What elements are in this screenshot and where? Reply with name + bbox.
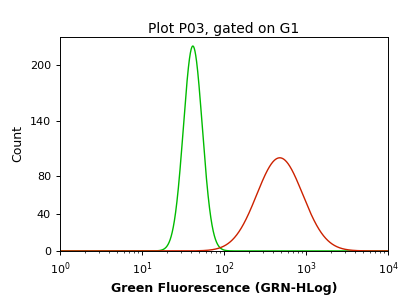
X-axis label: Green Fluorescence (GRN-HLog): Green Fluorescence (GRN-HLog) (111, 282, 337, 295)
Y-axis label: Count: Count (11, 125, 24, 162)
Title: Plot P03, gated on G1: Plot P03, gated on G1 (148, 21, 300, 35)
